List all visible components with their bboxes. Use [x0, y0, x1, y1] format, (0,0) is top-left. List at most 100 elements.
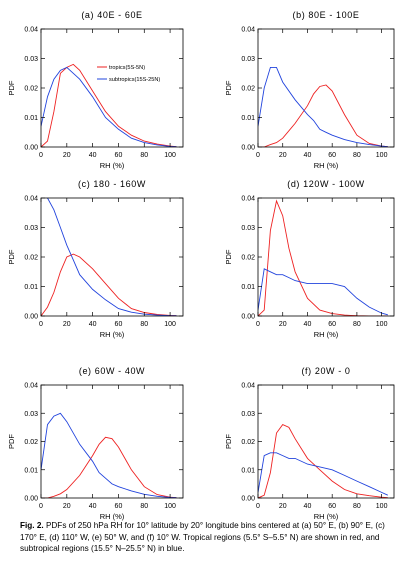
y-tick-label-b: 0.03 — [241, 56, 255, 63]
y-tick-label-c: 0.01 — [24, 284, 38, 291]
y-tick-label-a: 0.03 — [24, 56, 38, 63]
x-tick-label-c: 0 — [39, 321, 43, 328]
series-tropical-a — [41, 63, 177, 147]
panel-d: (d) 120W - 100W 0 20 40 60 80 100 0.00 0.01 0.02 0… — [224, 179, 395, 339]
series-tropical-f — [258, 424, 388, 498]
x-axis-label-b: RH (%) — [314, 161, 339, 170]
plot-frame-f — [257, 384, 395, 499]
y-tick-label-f: 0.00 — [241, 496, 255, 503]
x-tick-label-a: 60 — [115, 152, 123, 159]
series-tropical-b — [258, 84, 388, 147]
panel-c: (c) 180 - 160W 0 20 40 60 80 100 0.00 0.01 0.02 0.… — [7, 179, 184, 339]
x-tick-label-a: 100 — [164, 152, 176, 159]
y-tick-label-d: 0.00 — [241, 314, 255, 321]
panel-a: (a) 40E - 60E 0 20 40 60 80 100 0.00 0.01 0.02 0.0… — [7, 10, 184, 170]
series-tropical-d — [258, 199, 388, 316]
y-tick-label-f: 0.04 — [241, 383, 255, 390]
x-axis-label-c: RH (%) — [100, 330, 125, 339]
y-tick-label-f: 0.02 — [241, 439, 255, 446]
x-tick-label-c: 20 — [63, 321, 71, 328]
plot-frame-b — [257, 28, 395, 148]
y-tick-label-f: 0.03 — [241, 411, 255, 418]
x-tick-label-b: 60 — [328, 152, 336, 159]
x-axis-label-f: RH (%) — [314, 512, 339, 521]
y-axis-label-e: PDF — [7, 434, 16, 449]
y-tick-label-c: 0.00 — [24, 314, 38, 321]
x-tick-label-f: 0 — [256, 503, 260, 510]
panel-title-e: (e) 60W - 40W — [79, 366, 145, 376]
x-tick-label-f: 100 — [376, 503, 388, 510]
legend-label-tropical: tropics(5S-5N) — [109, 65, 145, 71]
y-axis-label-f: PDF — [224, 434, 233, 449]
x-tick-label-a: 0 — [39, 152, 43, 159]
y-tick-label-c: 0.04 — [24, 196, 38, 203]
x-tick-label-d: 60 — [328, 321, 336, 328]
y-tick-label-d: 0.04 — [241, 196, 255, 203]
x-tick-label-b: 40 — [304, 152, 312, 159]
x-tick-label-a: 40 — [89, 152, 97, 159]
series-tropical-e — [41, 436, 177, 498]
y-tick-label-e: 0.02 — [24, 439, 38, 446]
y-tick-label-b: 0.01 — [241, 115, 255, 122]
x-tick-label-f: 40 — [304, 503, 312, 510]
y-tick-label-a: 0.02 — [24, 86, 38, 93]
y-axis-label-b: PDF — [224, 80, 233, 95]
series-subtropical-a — [41, 66, 177, 147]
y-tick-label-e: 0.03 — [24, 411, 38, 418]
panel-f: (f) 20W - 0 0 20 40 60 80 100 0.00 0.01 0.02 0.03 0… — [224, 366, 395, 521]
series-subtropical-f — [258, 452, 388, 496]
y-tick-label-d: 0.03 — [241, 225, 255, 232]
caption-text: PDFs of 250 hPa RH for 10° latitude by 2… — [20, 521, 385, 553]
caption-label: Fig. 2. — [20, 521, 44, 530]
x-axis-label-a: RH (%) — [100, 161, 125, 170]
x-tick-label-d: 100 — [376, 321, 388, 328]
series-subtropical-c — [46, 198, 177, 316]
x-tick-label-b: 100 — [376, 152, 388, 159]
y-axis-label-c: PDF — [7, 249, 16, 264]
panel-title-d: (d) 120W - 100W — [287, 179, 365, 189]
x-tick-label-f: 60 — [328, 503, 336, 510]
y-tick-label-b: 0.02 — [241, 86, 255, 93]
x-tick-label-e: 0 — [39, 503, 43, 510]
x-axis-label-d: RH (%) — [314, 330, 339, 339]
y-tick-label-e: 0.01 — [24, 467, 38, 474]
x-tick-label-d: 20 — [279, 321, 287, 328]
x-tick-label-e: 100 — [164, 503, 176, 510]
x-tick-label-b: 0 — [256, 152, 260, 159]
plot-frame-d — [257, 197, 395, 317]
x-tick-label-b: 20 — [279, 152, 287, 159]
x-tick-label-a: 80 — [140, 152, 148, 159]
series-subtropical-e — [41, 412, 177, 498]
y-tick-label-a: 0.01 — [24, 115, 38, 122]
figure-caption: Fig. 2. PDFs of 250 hPa RH for 10° latit… — [20, 520, 400, 555]
y-tick-label-d: 0.02 — [241, 255, 255, 262]
y-tick-label-f: 0.01 — [241, 467, 255, 474]
plot-frame-a — [40, 28, 184, 148]
x-tick-label-e: 40 — [89, 503, 97, 510]
y-tick-label-e: 0.00 — [24, 496, 38, 503]
legend-label-subtropical: subtropics(15S-25N) — [109, 77, 160, 83]
y-tick-label-c: 0.03 — [24, 225, 38, 232]
y-tick-label-b: 0.04 — [241, 27, 255, 34]
plot-frame-e — [40, 384, 184, 499]
panel-title-b: (b) 80E - 100E — [293, 10, 360, 20]
x-tick-label-e: 20 — [63, 503, 71, 510]
y-tick-label-d: 0.01 — [241, 284, 255, 291]
y-tick-label-c: 0.02 — [24, 255, 38, 262]
x-tick-label-e: 80 — [140, 503, 148, 510]
x-tick-label-c: 60 — [115, 321, 123, 328]
x-tick-label-d: 40 — [304, 321, 312, 328]
panel-e: (e) 60W - 40W 0 20 40 60 80 100 0.00 0.01 0.02 0.0… — [7, 366, 184, 521]
x-tick-label-f: 20 — [279, 503, 287, 510]
x-axis-label-e: RH (%) — [100, 512, 125, 521]
y-tick-label-e: 0.04 — [24, 383, 38, 390]
series-tropical-c — [41, 253, 177, 316]
plot-frame-c — [40, 197, 184, 317]
x-tick-label-b: 80 — [353, 152, 361, 159]
panel-title-c: (c) 180 - 160W — [78, 179, 146, 189]
x-tick-label-c: 100 — [164, 321, 176, 328]
panel-title-a: (a) 40E - 60E — [81, 10, 142, 20]
legend-a: tropics(5S-5N) subtropics(15S-25N) — [97, 65, 160, 83]
y-tick-label-a: 0.04 — [24, 27, 38, 34]
